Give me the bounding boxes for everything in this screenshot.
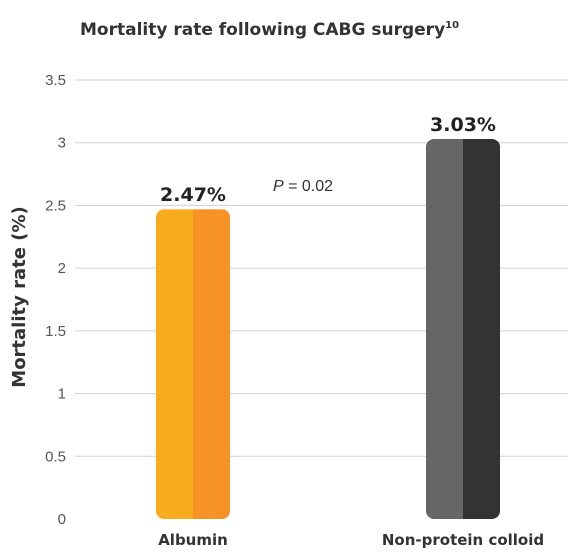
y-tick-label: 1.5 [45,323,66,340]
y-axis-label: Mortality rate (%) [9,206,30,387]
p-value-symbol: P [273,178,284,195]
p-value-annotation: P = 0.02 [273,178,333,195]
data-label: 3.03% [430,114,496,136]
bar-albumin [156,209,230,519]
y-tick-label: 2.5 [45,197,66,214]
y-axis-ticks: 0 0.5 1 1.5 2 2.5 3 3.5 [45,72,66,528]
category-labels: Albumin Non-protein colloid [158,531,544,549]
bar-non-protein-colloid [426,138,500,520]
y-tick-label: 1 [58,386,66,403]
data-label: 2.47% [160,184,226,206]
p-value-text: = 0.02 [284,178,333,195]
chart-title: Mortality rate following CABG surgery10 [80,20,459,40]
y-tick-label: 0.5 [45,448,66,465]
chart-title-superscript: 10 [445,20,459,31]
y-tick-label: 0 [58,511,66,528]
category-label: Non-protein colloid [382,531,544,549]
category-label: Albumin [158,531,228,549]
bar-left-half [426,138,464,520]
bars [156,138,500,520]
bar-right-half [193,209,230,519]
bar-right-half [463,138,500,520]
bar-left-half [156,209,194,519]
y-tick-label: 2 [58,260,66,277]
chart-title-text: Mortality rate following CABG surgery [80,20,445,40]
y-tick-label: 3.5 [45,72,66,89]
data-labels: 2.47% 3.03% [160,114,496,206]
y-tick-label: 3 [58,135,66,152]
